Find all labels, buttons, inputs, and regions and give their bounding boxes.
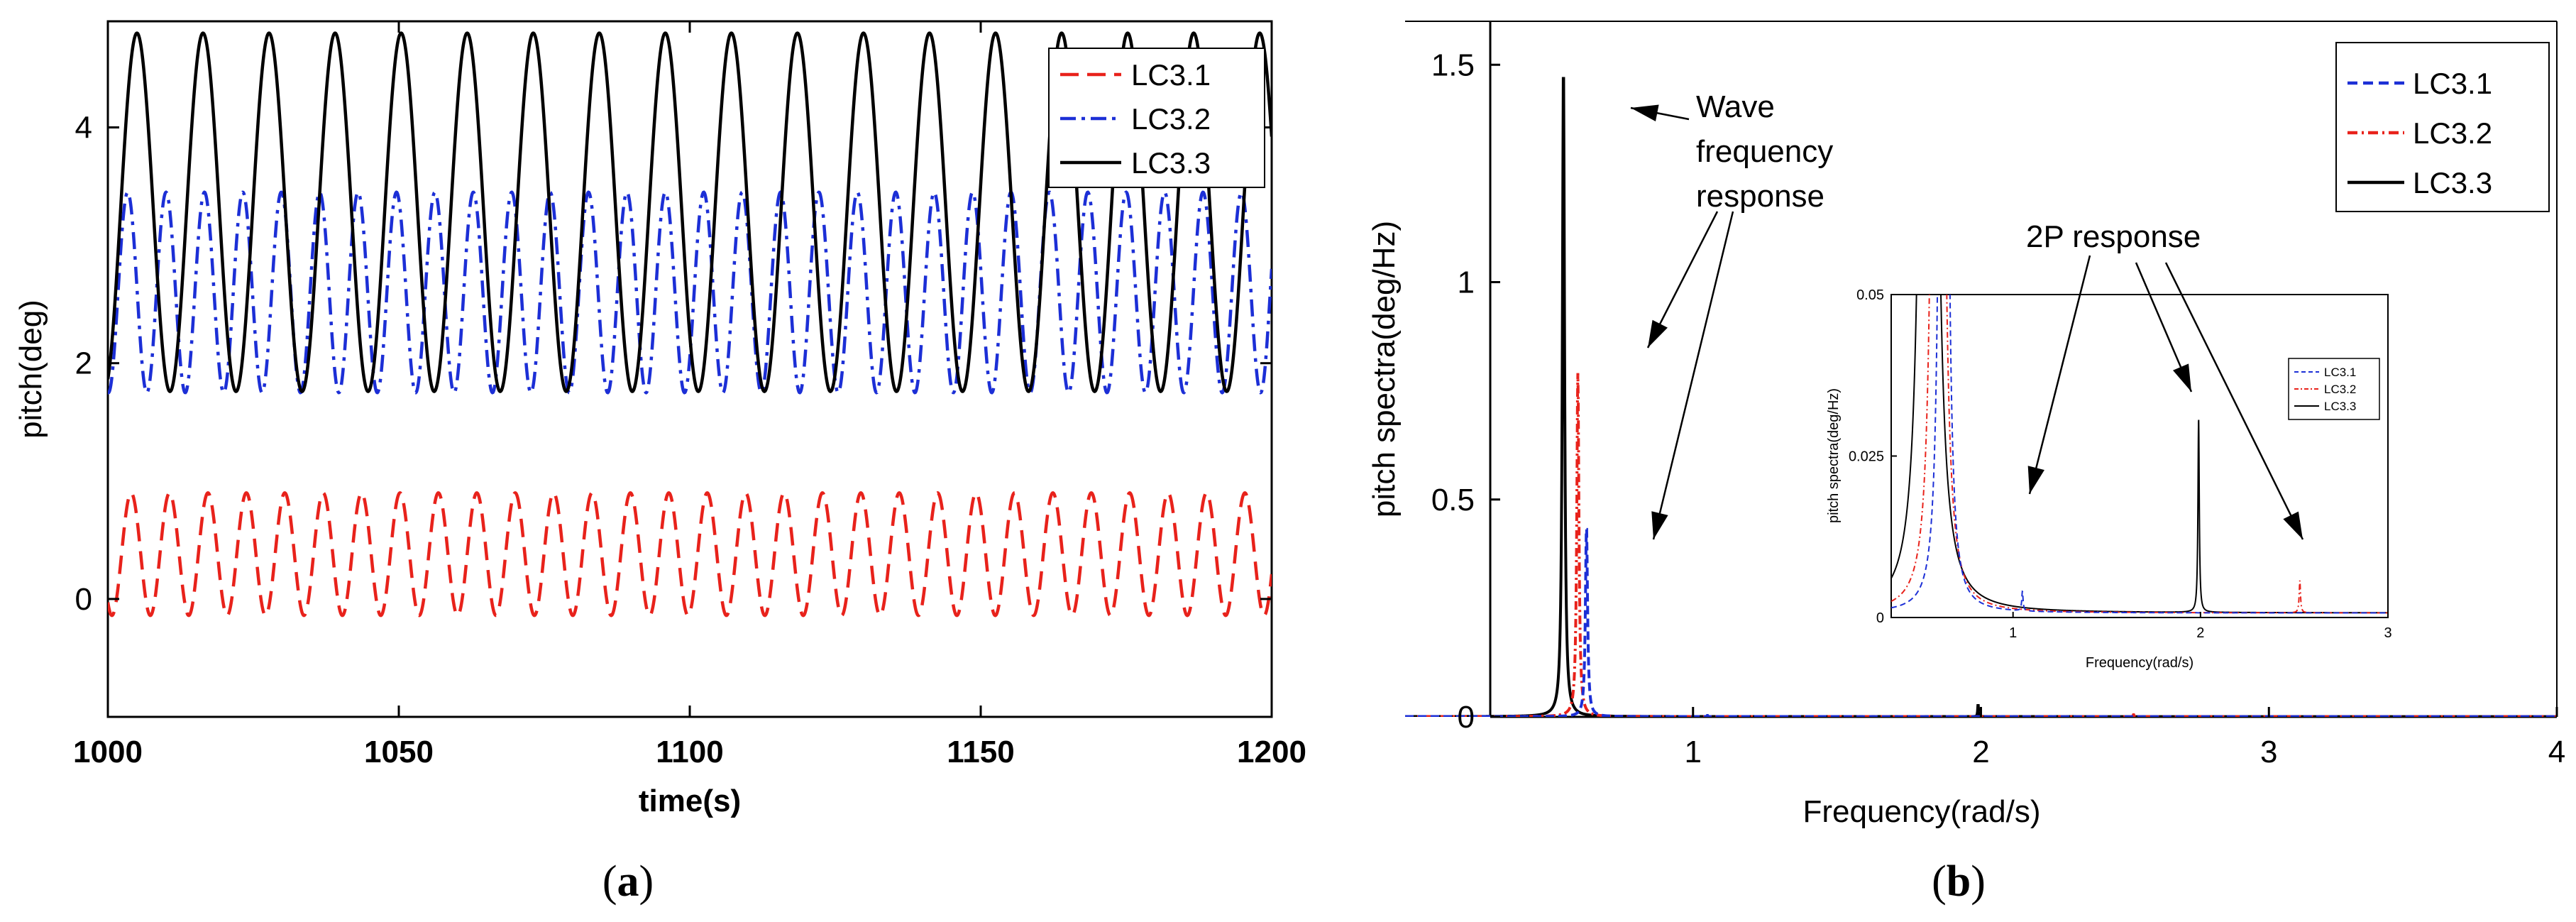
arrow-head	[2027, 466, 2044, 494]
inset-y-axis-label: pitch spectra(deg/Hz)	[1826, 388, 1842, 523]
inset-y-tick-label: 0	[1876, 610, 1884, 626]
inset-y-tick-label: 0.05	[1856, 287, 1884, 303]
inset-legend: LC3.1 LC3.2 LC3.3	[2288, 358, 2380, 420]
x-tick-label-a: 1050	[364, 735, 434, 769]
series-line-a-LC3.3	[108, 31, 1272, 393]
x-tick-label-b: 1	[1685, 735, 1702, 769]
inset-series-group	[1891, 295, 2388, 614]
legend-label-a: LC3.2	[1131, 102, 1211, 136]
x-tick-label-b: 3	[2260, 735, 2277, 769]
y-axis-label-a: pitch(deg)	[13, 300, 48, 439]
arrow-head	[1631, 104, 1659, 122]
inset-x-tick-label: 3	[2384, 625, 2391, 641]
legend-label-a: LC3.1	[1131, 58, 1211, 92]
inset-x-tick-label: 1	[2009, 625, 2017, 641]
arrow-head	[1651, 511, 1668, 539]
arrow-head	[2173, 363, 2191, 392]
y-tick-label-b: 1	[1458, 265, 1475, 300]
inset-legend-label: LC3.1	[2324, 366, 2356, 379]
arrow-head	[1648, 319, 1668, 348]
series-line-a-LC3.1	[108, 490, 1272, 618]
x-tick-label-a: 1150	[947, 735, 1014, 769]
annotation-wave-line1: Wave	[1696, 89, 1775, 124]
panel-label-b: (b)	[1932, 857, 1986, 906]
inset-x-tick-label: 2	[2196, 625, 2204, 641]
series-group-a	[108, 31, 1272, 618]
arrow-line	[1652, 211, 1734, 540]
series-line-b-LC3.1	[1405, 527, 2557, 717]
arrow-line	[2028, 255, 2091, 495]
x-tick-label-a: 1100	[656, 735, 723, 769]
inset-ticks: 1 2 3 0 0.025 0.05	[1849, 287, 2392, 641]
y-tick-label-b: 0	[1458, 700, 1475, 735]
inset-legend-label: LC3.3	[2324, 400, 2356, 413]
arrow-line	[2164, 262, 2304, 540]
y-tick-label-a: 0	[75, 582, 92, 617]
legend-label-b: LC3.1	[2413, 67, 2492, 100]
inset-plot: 1 2 3 0 0.025 0.05 LC3.1 LC3.2 LC3.3 Frequency(…	[1826, 287, 2392, 671]
y-axis-label-b: pitch spectra(deg/Hz)	[1367, 221, 1402, 517]
annotation-wave-line3: response	[1696, 179, 1824, 214]
annotation-wave-line2: frequency	[1696, 134, 1833, 169]
x-tick-label-b: 4	[2548, 735, 2565, 769]
y-tick-label-b: 0.5	[1431, 483, 1475, 517]
y-tick-label-a: 2	[75, 346, 92, 381]
x-axis-label-b: Frequency(rad/s)	[1802, 794, 2040, 829]
inset-series-line-LC3.2	[1891, 295, 2388, 614]
y-tick-label-a: 4	[75, 110, 92, 145]
annotation-2p-response: 2P response	[2026, 219, 2201, 254]
legend-label-b: LC3.3	[2413, 166, 2492, 199]
legend-b: LC3.1 LC3.2 LC3.3	[2335, 42, 2550, 212]
legend-label-a: LC3.3	[1131, 146, 1211, 180]
panel-letter-b: b	[1947, 857, 1971, 906]
inset-x-axis-label: Frequency(rad/s)	[2086, 655, 2194, 671]
ticks-a: 1000 1050 1100 1150 1200 0 2 4	[73, 21, 1306, 769]
legend-a: LC3.1 LC3.2 LC3.3	[1048, 48, 1265, 188]
annotations-b: Wave frequency response 2P response	[1630, 89, 2304, 540]
inset-legend-box	[2288, 358, 2380, 420]
legend-label-b: LC3.2	[2413, 116, 2492, 150]
annotation-arrows	[1630, 104, 2304, 540]
x-tick-label-b: 2	[1972, 735, 1989, 769]
panel-b: 1 2 3 4 0 0.5 1 1.5 LC3.1 LC3.2 LC3.3 1 2 3 0 0.025 0.…	[1367, 21, 2565, 906]
inset-series-line-LC3.1	[1891, 295, 2388, 614]
panel-letter-a: a	[617, 857, 639, 906]
panel-label-a: (a)	[602, 857, 654, 906]
x-tick-label-a: 1200	[1237, 735, 1306, 769]
x-axis-label-a: time(s)	[639, 784, 741, 818]
y-tick-label-b: 1.5	[1431, 48, 1475, 82]
x-tick-label-a: 1000	[73, 735, 143, 769]
arrow-head	[2283, 511, 2303, 539]
inset-y-tick-label: 0.025	[1849, 449, 1884, 465]
inset-legend-label: LC3.2	[2324, 383, 2356, 396]
ticks-b: 1 2 3 4 0 0.5 1 1.5	[1431, 48, 2565, 769]
inset-plot-area	[1890, 294, 2389, 618]
